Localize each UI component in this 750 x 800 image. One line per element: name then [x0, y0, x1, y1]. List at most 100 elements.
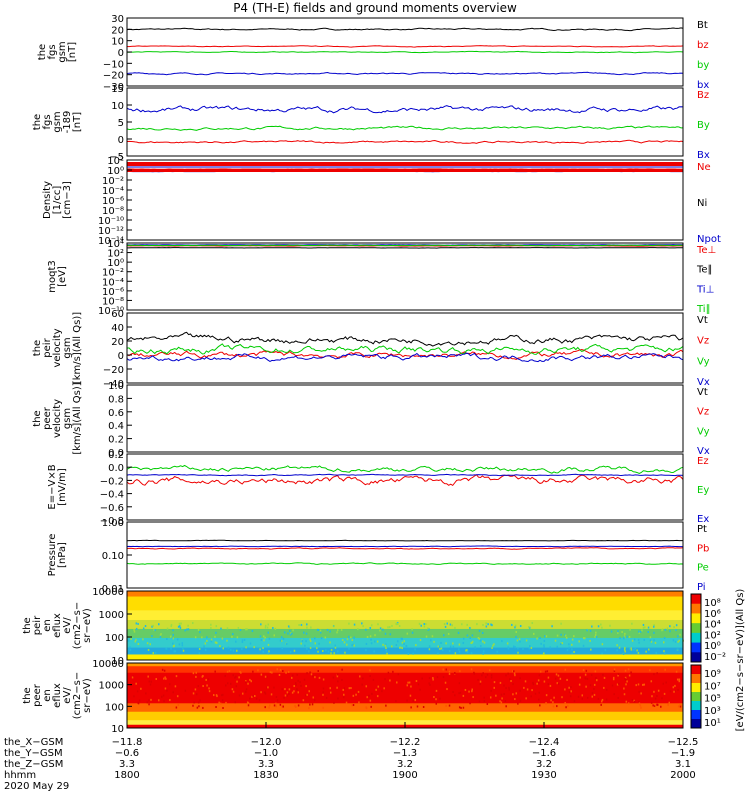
- spectrogram-speckle: [549, 684, 552, 687]
- spectrogram-speckle: [483, 641, 486, 644]
- spectrogram-speckle: [448, 650, 451, 653]
- spectrogram-speckle: [531, 689, 533, 692]
- spectrogram-speckle: [370, 624, 373, 627]
- y-axis-label: sr−eV): [82, 608, 93, 643]
- spectrogram-speckle: [241, 639, 244, 642]
- y-tick-label: −0.8: [100, 516, 124, 527]
- spectrogram-speckle: [343, 693, 345, 696]
- spectrogram-speckle: [656, 703, 659, 706]
- y-tick-label: 15: [111, 84, 124, 95]
- spectrogram-speckle: [612, 676, 615, 679]
- spectrogram-speckle: [545, 694, 548, 697]
- spectrogram-speckle: [543, 644, 545, 647]
- spectrogram-speckle: [144, 625, 147, 628]
- spectrogram-speckle: [325, 649, 327, 652]
- spectrogram-speckle: [351, 704, 353, 707]
- spectrogram-speckle: [508, 686, 510, 689]
- spectrogram-speckle: [445, 668, 448, 671]
- spectrogram-speckle: [244, 681, 247, 684]
- spectrogram-speckle: [457, 648, 460, 651]
- spectrogram-speckle: [155, 678, 157, 681]
- spectrogram-speckle: [389, 679, 391, 682]
- spectrogram-speckle: [624, 632, 626, 635]
- spectrogram-speckle: [491, 624, 493, 627]
- spectrogram-speckle: [275, 705, 278, 708]
- y-tick-label: 20: [111, 337, 124, 348]
- spectrogram-speckle: [551, 625, 553, 628]
- spectrogram-speckle: [559, 643, 562, 646]
- spectrogram-speckle: [221, 646, 223, 649]
- spectrogram-speckle: [343, 687, 346, 690]
- spectrogram-speckle: [326, 628, 329, 631]
- spectrogram-speckle: [517, 651, 519, 654]
- spectrogram-speckle: [310, 673, 313, 676]
- spectrogram-speckle: [370, 642, 373, 645]
- spectrogram-speckle: [507, 646, 510, 649]
- spectrogram-speckle: [660, 705, 662, 708]
- spectrogram-speckle: [265, 675, 268, 678]
- spectrogram-band: [127, 619, 683, 630]
- panel-5: [126, 312, 684, 384]
- spectrogram-speckle: [585, 685, 587, 688]
- spectrogram-speckle: [533, 632, 535, 635]
- spectrogram-speckle: [137, 642, 140, 645]
- spectrogram-speckle: [289, 650, 292, 653]
- spectrogram-speckle: [239, 670, 241, 673]
- spectrogram-speckle: [206, 636, 208, 639]
- spectrogram-speckle: [291, 674, 294, 677]
- spectrogram-speckle: [269, 671, 272, 674]
- spectrogram-speckle: [346, 638, 349, 641]
- spectrogram-speckle: [317, 628, 320, 631]
- spectrogram-speckle: [594, 670, 597, 673]
- spectrogram-speckle: [408, 681, 411, 684]
- spectrogram-speckle: [150, 680, 152, 683]
- spectrogram-speckle: [677, 635, 679, 638]
- spectrogram-speckle: [539, 636, 541, 639]
- colorbar-bottom-stop: [691, 719, 701, 729]
- spectrogram-speckle: [538, 698, 540, 701]
- spectrogram-speckle: [142, 627, 145, 630]
- legend-Vz: Vz: [697, 336, 709, 347]
- spectrogram-speckle: [648, 648, 650, 651]
- spectrogram-speckle: [172, 637, 174, 640]
- spectrogram-speckle: [148, 703, 150, 706]
- spectrogram-band: [127, 711, 683, 721]
- spectrogram-speckle: [350, 636, 352, 639]
- spectrogram-speckle: [398, 625, 401, 628]
- spectrogram-speckle: [476, 623, 478, 626]
- x-row-label: 2020 May 29: [4, 781, 69, 792]
- spectrogram-speckle: [347, 635, 350, 638]
- spectrogram-speckle: [369, 699, 372, 702]
- spectrogram-speckle: [609, 624, 611, 627]
- y-tick-label: 20: [111, 25, 124, 36]
- spectrogram-speckle: [448, 704, 451, 707]
- spectrogram-speckle: [246, 701, 249, 704]
- spectrogram-speckle: [230, 648, 232, 651]
- spectrogram-speckle: [406, 699, 408, 702]
- spectrogram-speckle: [427, 628, 429, 631]
- spectrogram-speckle: [647, 626, 650, 629]
- spectrogram-speckle: [164, 676, 166, 679]
- colorbar-top-tick: 10²: [704, 630, 721, 641]
- spectrogram-speckle: [403, 642, 405, 645]
- spectrogram-speckle: [458, 706, 461, 709]
- spectrogram-speckle: [387, 626, 389, 629]
- spectrogram-speckle: [552, 705, 555, 708]
- spectrogram-speckle: [198, 652, 201, 655]
- y-axis-label: -189: [62, 111, 73, 134]
- spectrogram-speckle: [330, 649, 333, 652]
- spectrogram-speckle: [479, 680, 482, 683]
- spectrogram-speckle: [603, 686, 605, 689]
- panel-8: [126, 521, 684, 589]
- spectrogram-speckle: [669, 690, 672, 693]
- spectrogram-speckle: [638, 630, 640, 633]
- spectrogram-speckle: [661, 628, 664, 631]
- spectrogram-speckle: [197, 628, 200, 631]
- spectrogram-speckle: [382, 628, 384, 631]
- spectrogram-speckle: [490, 676, 493, 679]
- y-tick-label: 30: [111, 14, 124, 25]
- spectrogram-speckle: [401, 641, 404, 644]
- spectrogram-speckle: [565, 706, 567, 709]
- spectrogram-speckle: [201, 636, 203, 639]
- spectrogram-speckle: [435, 689, 438, 692]
